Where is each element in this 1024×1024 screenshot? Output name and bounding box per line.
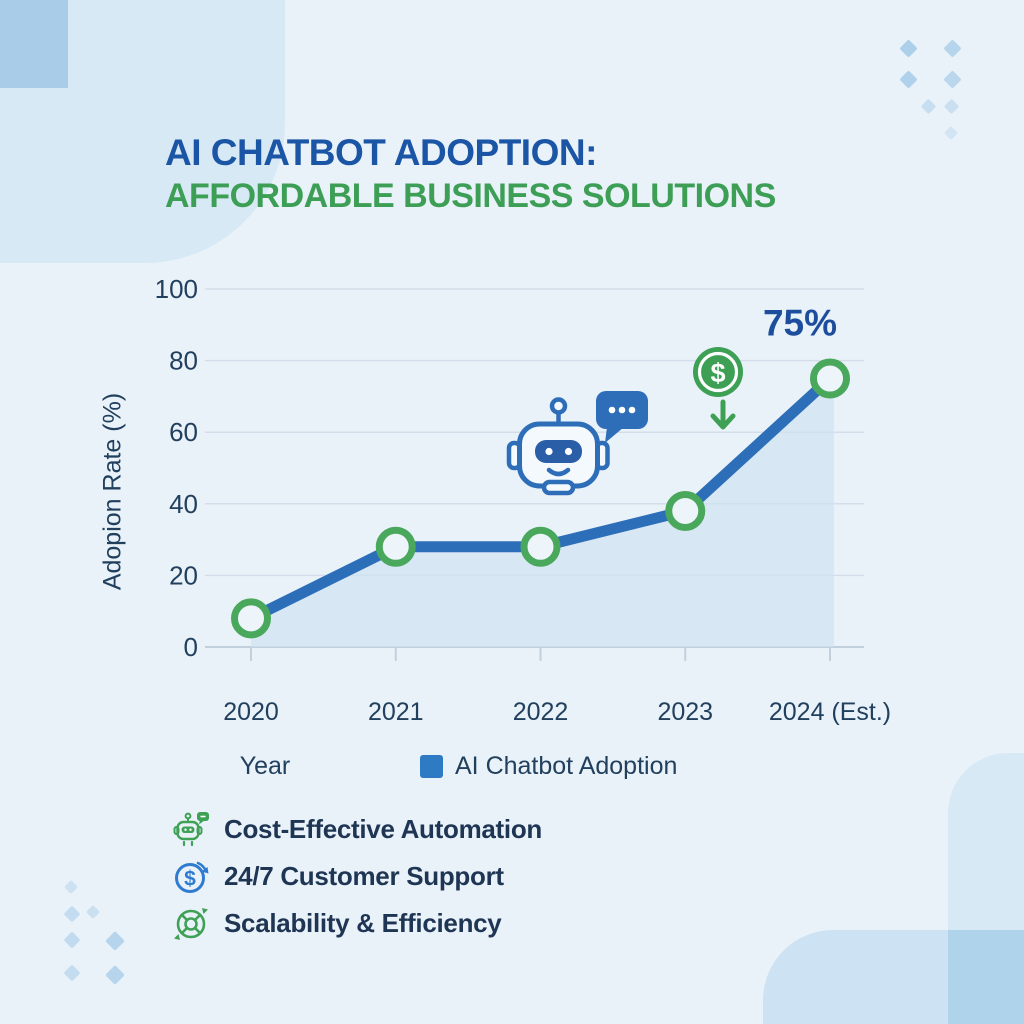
diamond-dot [63,879,79,895]
svg-text:2024 (Est.): 2024 (Est.) [769,698,891,726]
svg-text:2020: 2020 [223,698,279,726]
feature-label: 24/7 Customer Support [224,861,504,891]
robot-chat-icon [173,811,209,846]
chatbot-robot-icon [506,391,648,496]
diamond-dot [105,931,125,951]
y-axis-title: Adopion Rate (%) [98,392,127,591]
svg-text:2022: 2022 [513,698,569,726]
diamond-dot [63,905,81,923]
list-item: Cost-Effective Automation [172,806,542,853]
corner-square-top-left [0,0,68,88]
down-arrow-icon [710,399,736,430]
diamond-dot [63,931,81,949]
diamond-dot [105,965,125,985]
diamond-dot [943,70,962,89]
adoption-line-chart: 0 20 40 60 80 100 2020 2021 2022 2023 2024 (Est.) 7… [155,274,892,726]
diamond-dot [943,39,962,58]
svg-text:$: $ [710,358,725,388]
legend-swatch [420,755,443,778]
svg-text:100: 100 [155,274,198,304]
svg-text:80: 80 [169,346,198,376]
svg-text:2021: 2021 [368,698,424,726]
legend-label: AI Chatbot Adoption [455,752,678,780]
diamond-dot [899,70,918,89]
dollar-coin-icon: $ [693,347,743,430]
svg-text:2023: 2023 [657,698,713,726]
feature-label: Scalability & Efficiency [224,908,502,938]
diamond-dot [920,98,937,115]
x-axis-title: Year [239,752,291,780]
chart-legend: AI Chatbot Adoption [420,752,677,781]
corner-square-bottom-right [948,930,1024,1024]
page-subtitle: AFFORDABLE BUSINESS SOLUTIONS [165,177,776,215]
chat-bubble-icon [596,391,648,443]
page-title: AI CHATBOT ADOPTION: [165,132,597,173]
diamond-dot [85,904,101,920]
list-item: Scalability & Efficiency [172,900,542,947]
svg-text:20: 20 [169,560,198,590]
scalability-wheel-icon [174,907,208,940]
svg-text:$: $ [184,867,196,890]
diamond-dot [63,964,81,982]
dollar-refresh-icon: $ [175,861,209,893]
diamond-dot [899,39,918,58]
svg-text:60: 60 [169,417,198,447]
feature-label: Cost-Effective Automation [224,814,542,844]
diamond-dot [943,125,959,141]
svg-text:0: 0 [184,632,198,662]
svg-text:75%: 75% [763,303,837,344]
svg-text:40: 40 [169,489,198,519]
list-item: $ 24/7 Customer Support [172,853,542,900]
diamond-dot [943,98,960,115]
feature-list: Cost-Effective Automation $ 24/7 Custome… [172,806,542,947]
